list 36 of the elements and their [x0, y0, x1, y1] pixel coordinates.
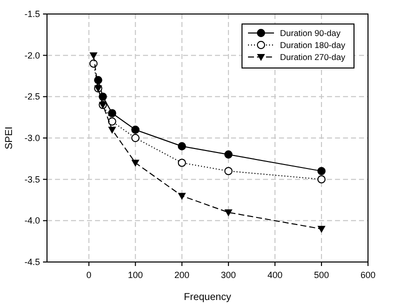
- y-tick-label: -1.5: [24, 9, 40, 19]
- point: [224, 150, 233, 159]
- y-tick-label: -3.5: [24, 174, 40, 184]
- x-tick-label: 300: [220, 270, 236, 280]
- point: [178, 158, 186, 167]
- legend-label: Duration 90-day: [280, 28, 342, 38]
- point: [178, 142, 186, 150]
- y-tick-label: -4.0: [24, 216, 40, 226]
- x-tick-label: 600: [360, 270, 376, 280]
- point: [317, 166, 326, 176]
- point: [98, 92, 107, 101]
- x-tick-label: 100: [128, 270, 143, 280]
- y-tick-label: -4.5: [24, 257, 40, 267]
- y-tick-label: -2.0: [24, 50, 40, 60]
- point: [224, 166, 233, 176]
- x-tick-label: 0: [86, 270, 92, 280]
- y-tick-label: -3.0: [24, 133, 40, 143]
- point: [317, 175, 326, 184]
- y-axis-title: SPEI: [4, 126, 15, 150]
- point: [224, 209, 232, 216]
- point: [108, 126, 116, 134]
- point: [108, 117, 116, 126]
- point: [90, 52, 98, 60]
- point: [317, 226, 326, 233]
- point: [178, 192, 186, 200]
- legend-label: Duration 270-day: [280, 52, 346, 62]
- point: [131, 126, 140, 134]
- x-tick-label: 500: [314, 270, 329, 280]
- y-tick-label: -2.5: [24, 92, 40, 102]
- x-tick-label: 400: [267, 270, 282, 280]
- point: [108, 109, 116, 118]
- point: [131, 134, 140, 142]
- legend-label: Duration 180-day: [280, 40, 346, 50]
- x-axis-title: Frequency: [184, 292, 232, 303]
- point: [131, 160, 140, 167]
- x-tick-label: 200: [174, 270, 190, 280]
